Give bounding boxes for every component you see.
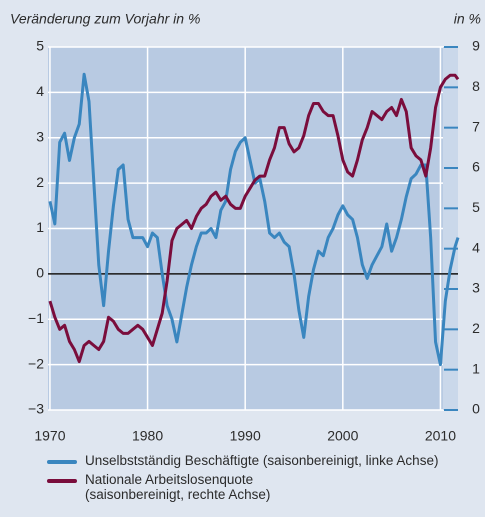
x-tick-label: 1980: [132, 428, 163, 444]
legend-item: Unselbstständig Beschäftigte (saisonbere…: [47, 453, 438, 468]
y2-tick-label: 2: [472, 320, 480, 336]
x-tick-label: 2010: [425, 428, 456, 444]
y-tick-label: −3: [28, 401, 44, 417]
y-tick-label: 3: [36, 128, 44, 144]
chart: Veränderung zum Vorjahr in % in % 1970 19…: [10, 11, 481, 444]
y2-tick-label: 8: [472, 78, 480, 94]
right-axis-strip: [443, 47, 458, 410]
series-line: [48, 72, 460, 367]
y2-tick-label: 5: [472, 199, 480, 215]
y2-tick-label: 7: [472, 118, 480, 134]
legend-swatch: [47, 460, 77, 464]
y2-tick-label: 3: [472, 280, 480, 296]
legend-label: Unselbstständig Beschäftigte (saisonbere…: [85, 453, 439, 468]
y-tick-label: 0: [36, 265, 44, 281]
y2-tick-label: 0: [472, 401, 480, 417]
series-line: [48, 73, 460, 364]
legend-label: Nationale Arbeitslosenquote (saisonberei…: [85, 472, 271, 502]
y-axis-title: Veränderung zum Vorjahr in %: [10, 11, 200, 27]
y2-axis-title: in %: [454, 11, 481, 27]
y2-tick-label: 6: [472, 159, 480, 175]
y-tick-label: 5: [36, 38, 44, 54]
x-tick-label: 2000: [327, 428, 358, 444]
x-tick-label: 1990: [230, 428, 261, 444]
y-tick-label: 2: [36, 174, 44, 190]
y2-tick-label: 4: [472, 239, 480, 255]
y-tick-label: 1: [36, 219, 44, 235]
legend-swatch: [47, 479, 77, 483]
y2-tick-label: 1: [472, 360, 480, 376]
x-tick-label: 1970: [34, 428, 65, 444]
y-tick-label: −1: [28, 310, 44, 326]
legend-item: Nationale Arbeitslosenquote (saisonberei…: [47, 472, 438, 502]
y-tick-label: 4: [36, 83, 44, 99]
legend: Unselbstständig Beschäftigte (saisonbere…: [47, 453, 438, 506]
y-tick-label: −2: [28, 355, 44, 371]
y2-tick-label: 9: [472, 38, 480, 54]
